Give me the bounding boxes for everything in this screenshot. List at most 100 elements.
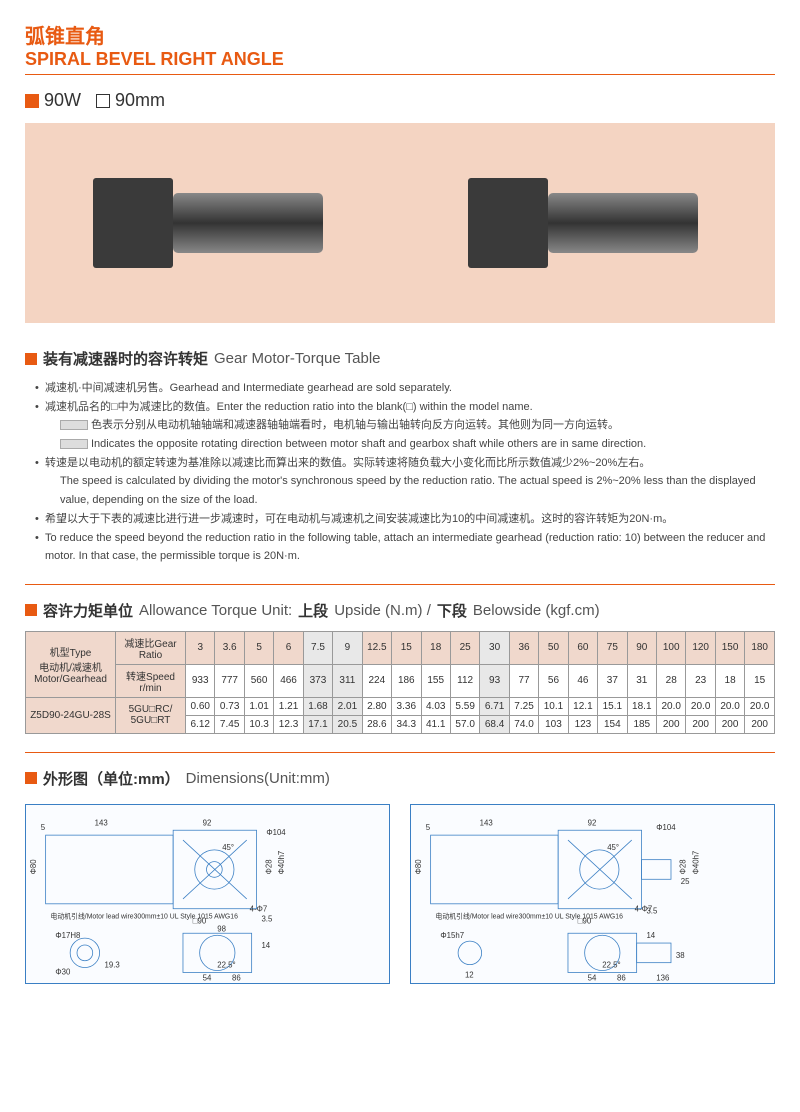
data-cell: 68.4 <box>480 715 509 733</box>
svg-text:Φ28: Φ28 <box>264 859 273 875</box>
svg-text:3.5: 3.5 <box>261 914 273 923</box>
bullet-item: 转速是以电动机的额定转速为基准除以减速比而算出来的数值。实际转速将随负载大小变化… <box>35 454 775 473</box>
model-cell: Z5D90-24GU-28S <box>26 697 116 733</box>
svg-text:Φ40h7: Φ40h7 <box>277 851 286 875</box>
data-cell: 57.0 <box>450 715 479 733</box>
table-row: Z5D90-24GU-28S 5GU□RC/ 5GU□RT 0.600.731.… <box>26 697 775 715</box>
data-cell: 6.71 <box>480 697 509 715</box>
product-image <box>25 123 775 323</box>
data-cell: 0.73 <box>215 697 244 715</box>
ratio-cell: 7.5 <box>303 631 332 664</box>
svg-text:92: 92 <box>203 818 212 827</box>
data-cell: 200 <box>686 715 715 733</box>
bullet-text: Indicates the opposite rotating directio… <box>91 438 646 450</box>
data-cell: 20.0 <box>715 697 744 715</box>
title-cn: 弧锥直角 <box>25 20 775 49</box>
speed-cell: 93 <box>480 664 509 697</box>
speed-cell: 311 <box>333 664 362 697</box>
speed-cell: 777 <box>215 664 244 697</box>
ratio-cell: 120 <box>686 631 715 664</box>
upside-en: Upside (N.m) / <box>334 602 431 619</box>
downside-cn: 下段 <box>437 600 467 621</box>
svg-text:143: 143 <box>95 818 109 827</box>
data-cell: 28.6 <box>362 715 391 733</box>
data-cell: 200 <box>745 715 775 733</box>
speed-cell: 155 <box>421 664 450 697</box>
ratio-cell: 18 <box>421 631 450 664</box>
bullet-list: 减速机·中间减速机另售。Gearhead and Intermediate ge… <box>25 379 775 566</box>
ratio-cell: 9 <box>333 631 362 664</box>
data-cell: 200 <box>657 715 686 733</box>
ratio-cell: 3.6 <box>215 631 244 664</box>
svg-text:25: 25 <box>681 877 690 886</box>
data-cell: 20.0 <box>686 697 715 715</box>
svg-text:136: 136 <box>656 973 670 982</box>
speed-cell: 18 <box>715 664 744 697</box>
speed-cell: 23 <box>686 664 715 697</box>
data-cell: 0.60 <box>186 697 215 715</box>
power-icon <box>25 94 39 108</box>
section-en: Dimensions(Unit:mm) <box>186 770 330 787</box>
ratio-cell: 150 <box>715 631 744 664</box>
ratio-cell: 15 <box>392 631 421 664</box>
svg-text:92: 92 <box>588 818 597 827</box>
data-cell: 74.0 <box>509 715 538 733</box>
bullet-text: 色表示分别从电动机轴轴端和减速器轴轴端看时，电机轴与输出轴转向反方向运转。其他则… <box>91 419 619 431</box>
specs-row: 90W 90mm <box>25 90 775 111</box>
svg-text:5: 5 <box>426 823 431 832</box>
downside-en: Belowside (kgf.cm) <box>473 602 600 619</box>
ratio-cell: 25 <box>450 631 479 664</box>
section-icon <box>25 353 37 365</box>
hdr-ratio: 减速比Gear Ratio <box>116 631 186 664</box>
svg-text:5: 5 <box>41 823 46 832</box>
svg-text:54: 54 <box>588 973 597 982</box>
ratio-cell: 5 <box>244 631 273 664</box>
hdr-speed: 转速Speed r/min <box>116 664 186 697</box>
section-en: Gear Motor-Torque Table <box>214 350 380 367</box>
data-cell: 20.0 <box>745 697 775 715</box>
ratio-cell: 6 <box>274 631 303 664</box>
ratio-cell: 90 <box>627 631 656 664</box>
data-cell: 17.1 <box>303 715 332 733</box>
data-cell: 12.1 <box>568 697 597 715</box>
bullet-indent: Indicates the opposite rotating directio… <box>35 435 775 454</box>
data-cell: 20.0 <box>657 697 686 715</box>
ratio-cell: 50 <box>539 631 568 664</box>
speed-cell: 466 <box>274 664 303 697</box>
speed-cell: 933 <box>186 664 215 697</box>
speed-cell: 37 <box>598 664 627 697</box>
svg-text:98: 98 <box>217 924 226 933</box>
gray-box-icon <box>60 420 88 430</box>
ratio-cell: 100 <box>657 631 686 664</box>
data-cell: 34.3 <box>392 715 421 733</box>
speed-cell: 28 <box>657 664 686 697</box>
speed-cell: 560 <box>244 664 273 697</box>
motor-left <box>93 173 333 273</box>
table-row: 机型Type 电动机/减速机 Motor/Gearhead 减速比Gear Ra… <box>26 631 775 664</box>
svg-text:电动机引线/Motor lead wire300mm±10: 电动机引线/Motor lead wire300mm±10 UL Style 1… <box>51 911 239 920</box>
section-cn: 外形图（单位:mm） <box>43 768 180 789</box>
data-cell: 2.80 <box>362 697 391 715</box>
divider <box>25 752 775 753</box>
svg-text:Φ17H8: Φ17H8 <box>55 931 81 940</box>
data-cell: 4.03 <box>421 697 450 715</box>
size-icon <box>96 94 110 108</box>
svg-text:Φ104: Φ104 <box>266 828 286 837</box>
dimension-drawing-left: 143 92 5 Φ104 Φ80 Φ28 Φ40h7 45° 4-Φ7 3.5… <box>25 804 390 984</box>
data-cell: 12.3 <box>274 715 303 733</box>
speed-cell: 224 <box>362 664 391 697</box>
bullet-indent: The speed is calculated by dividing the … <box>35 472 775 509</box>
speed-cell: 373 <box>303 664 332 697</box>
data-cell: 18.1 <box>627 697 656 715</box>
data-cell: 1.68 <box>303 697 332 715</box>
svg-text:Φ15h7: Φ15h7 <box>440 931 464 940</box>
upside-cn: 上段 <box>298 600 328 621</box>
dimensions-row: 143 92 5 Φ104 Φ80 Φ28 Φ40h7 45° 4-Φ7 3.5… <box>25 804 775 984</box>
ratio-cell: 60 <box>568 631 597 664</box>
size-value: 90mm <box>115 90 165 111</box>
speed-cell: 46 <box>568 664 597 697</box>
bullet-item: 减速机品名的□中为减速比的数值。Enter the reduction rati… <box>35 398 775 417</box>
data-cell: 10.3 <box>244 715 273 733</box>
data-cell: 154 <box>598 715 627 733</box>
divider <box>25 584 775 585</box>
